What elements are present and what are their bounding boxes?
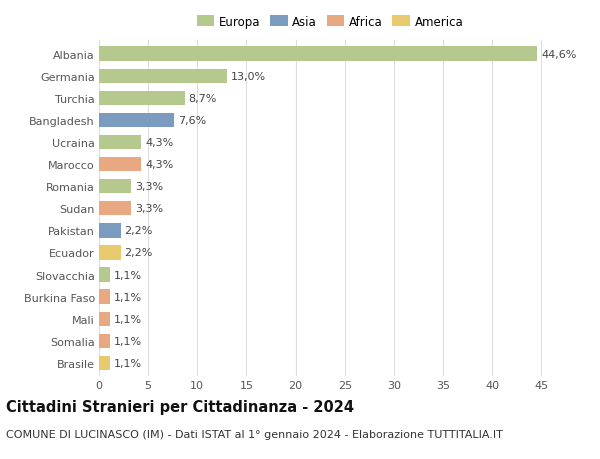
Bar: [99, 179, 131, 194]
Text: 3,3%: 3,3%: [136, 204, 163, 214]
Text: 1,1%: 1,1%: [114, 270, 142, 280]
Bar: [99, 334, 110, 348]
Bar: [99, 356, 110, 370]
Text: 1,1%: 1,1%: [114, 358, 142, 368]
Bar: [99, 135, 141, 150]
Text: COMUNE DI LUCINASCO (IM) - Dati ISTAT al 1° gennaio 2024 - Elaborazione TUTTITAL: COMUNE DI LUCINASCO (IM) - Dati ISTAT al…: [6, 429, 503, 439]
Bar: [99, 91, 185, 106]
Text: Cittadini Stranieri per Cittadinanza - 2024: Cittadini Stranieri per Cittadinanza - 2…: [6, 399, 354, 414]
Text: 3,3%: 3,3%: [136, 182, 163, 192]
Text: 1,1%: 1,1%: [114, 336, 142, 346]
Text: 1,1%: 1,1%: [114, 292, 142, 302]
Bar: [99, 47, 538, 62]
Legend: Europa, Asia, Africa, America: Europa, Asia, Africa, America: [197, 16, 463, 29]
Bar: [99, 69, 227, 84]
Text: 4,3%: 4,3%: [145, 160, 173, 170]
Text: 4,3%: 4,3%: [145, 138, 173, 148]
Text: 2,2%: 2,2%: [125, 226, 153, 236]
Bar: [99, 113, 174, 128]
Text: 13,0%: 13,0%: [231, 72, 266, 82]
Text: 7,6%: 7,6%: [178, 116, 206, 126]
Bar: [99, 224, 121, 238]
Text: 8,7%: 8,7%: [188, 94, 217, 104]
Text: 2,2%: 2,2%: [125, 248, 153, 258]
Text: 1,1%: 1,1%: [114, 314, 142, 324]
Bar: [99, 246, 121, 260]
Bar: [99, 290, 110, 304]
Bar: [99, 157, 141, 172]
Text: 44,6%: 44,6%: [541, 50, 577, 60]
Bar: [99, 202, 131, 216]
Bar: [99, 312, 110, 326]
Bar: [99, 268, 110, 282]
